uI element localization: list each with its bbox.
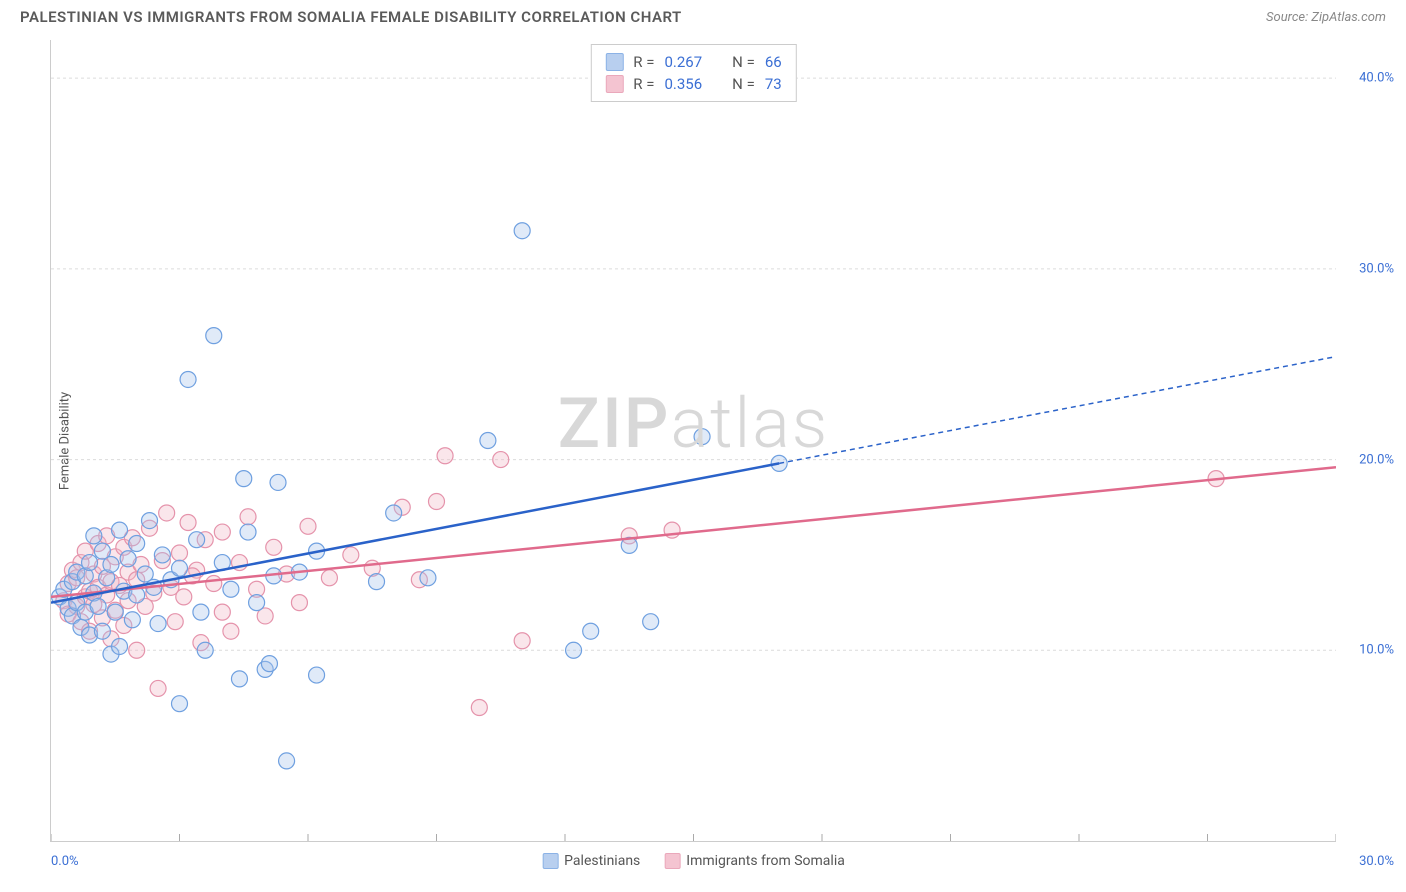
y-tick-label: 20.0% <box>1359 452 1394 467</box>
legend-item-palestinians: Palestinians <box>542 853 640 869</box>
legend-label: Palestinians <box>564 853 640 869</box>
legend-label: Immigrants from Somalia <box>686 853 845 869</box>
chart-header: PALESTINIAN VS IMMIGRANTS FROM SOMALIA F… <box>0 0 1406 30</box>
n-label: N = <box>732 53 755 71</box>
stat-row-palestinians: R = 0.267 N = 66 <box>605 51 781 73</box>
y-tick-label: 10.0% <box>1359 643 1394 658</box>
n-label: N = <box>732 75 755 93</box>
legend-swatch-icon <box>542 853 558 869</box>
r-value: 0.267 <box>664 53 702 71</box>
chart-container: Female Disability ZIPatlas R =0.267N =66… <box>50 40 1336 842</box>
legend-item-somalia: Immigrants from Somalia <box>664 853 845 869</box>
stat-legend: R = 0.267 N = 66 R = 0.356 N = 73 <box>590 44 796 102</box>
stat-swatch-icon <box>605 75 623 93</box>
x-tick-label: 0.0% <box>51 854 79 869</box>
n-value: 66 <box>765 53 782 71</box>
x-tick-label: 30.0% <box>1359 854 1394 869</box>
chart-title: PALESTINIAN VS IMMIGRANTS FROM SOMALIA F… <box>20 8 682 26</box>
y-tick-label: 30.0% <box>1359 261 1394 276</box>
scatter-plot-svg <box>51 40 1336 841</box>
stat-row-somalia: R = 0.356 N = 73 <box>605 73 781 95</box>
stat-swatch-icon <box>605 53 623 71</box>
plot-area: ZIPatlas R =0.267N =66R =0.356N =73 10.0… <box>50 40 1336 842</box>
legend-swatch-icon <box>664 853 680 869</box>
n-value: 73 <box>765 75 782 93</box>
r-label: R = <box>633 53 654 71</box>
source-attribution: Source: ZipAtlas.com <box>1266 10 1386 25</box>
r-value: 0.356 <box>664 75 702 93</box>
y-tick-label: 40.0% <box>1359 71 1394 86</box>
bottom-legend: Palestinians Immigrants from Somalia <box>542 853 845 869</box>
r-label: R = <box>633 75 654 93</box>
